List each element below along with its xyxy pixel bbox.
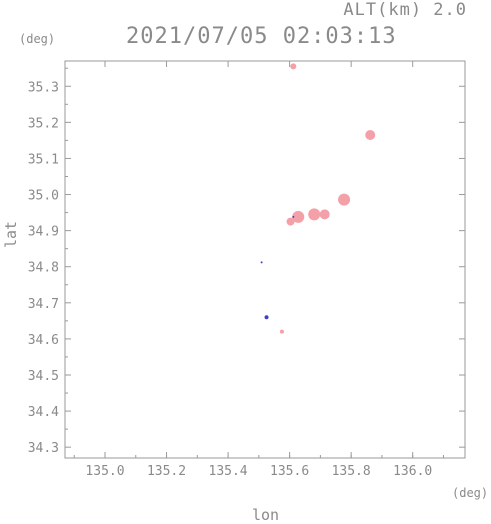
data-point: [279, 329, 284, 334]
x-tick-label: 135.0: [85, 464, 124, 479]
x-axis-label: lon: [252, 506, 280, 524]
y-tick-label: 34.6: [28, 333, 59, 348]
x-tick-label: 135.6: [270, 464, 309, 479]
x-tick-label: 135.4: [209, 464, 248, 479]
data-point: [365, 129, 376, 140]
y-tick-label: 35.0: [28, 189, 59, 204]
y-tick-label: 34.5: [28, 369, 59, 384]
altitude-label: ALT(km) 2.0: [343, 0, 467, 20]
data-point: [286, 217, 295, 226]
data-point: [338, 193, 351, 206]
y-tick-label: 35.1: [28, 152, 59, 167]
data-point: [319, 209, 330, 220]
x-tick-label: 135.2: [147, 464, 186, 479]
timestamp-title: 2021/07/05 02:03:13: [126, 24, 397, 49]
y-tick-label: 34.3: [28, 441, 59, 456]
data-point: [308, 208, 321, 221]
x-tick-label: 135.8: [332, 464, 371, 479]
data-point: [290, 63, 297, 70]
y-axis-unit: (deg): [19, 32, 56, 46]
y-tick-label: 34.7: [28, 297, 59, 312]
data-point: [292, 215, 295, 218]
y-tick-label: 35.3: [28, 80, 59, 95]
y-tick-label: 35.2: [28, 116, 59, 131]
y-tick-label: 34.4: [28, 405, 59, 420]
data-point: [292, 210, 305, 223]
x-axis-unit: (deg): [452, 486, 489, 500]
plot-frame: [64, 60, 466, 459]
data-point: [264, 315, 269, 320]
data-point: [260, 261, 263, 264]
y-tick-label: 34.8: [28, 261, 59, 276]
x-tick-label: 136.0: [393, 464, 432, 479]
y-tick-label: 34.9: [28, 225, 59, 240]
